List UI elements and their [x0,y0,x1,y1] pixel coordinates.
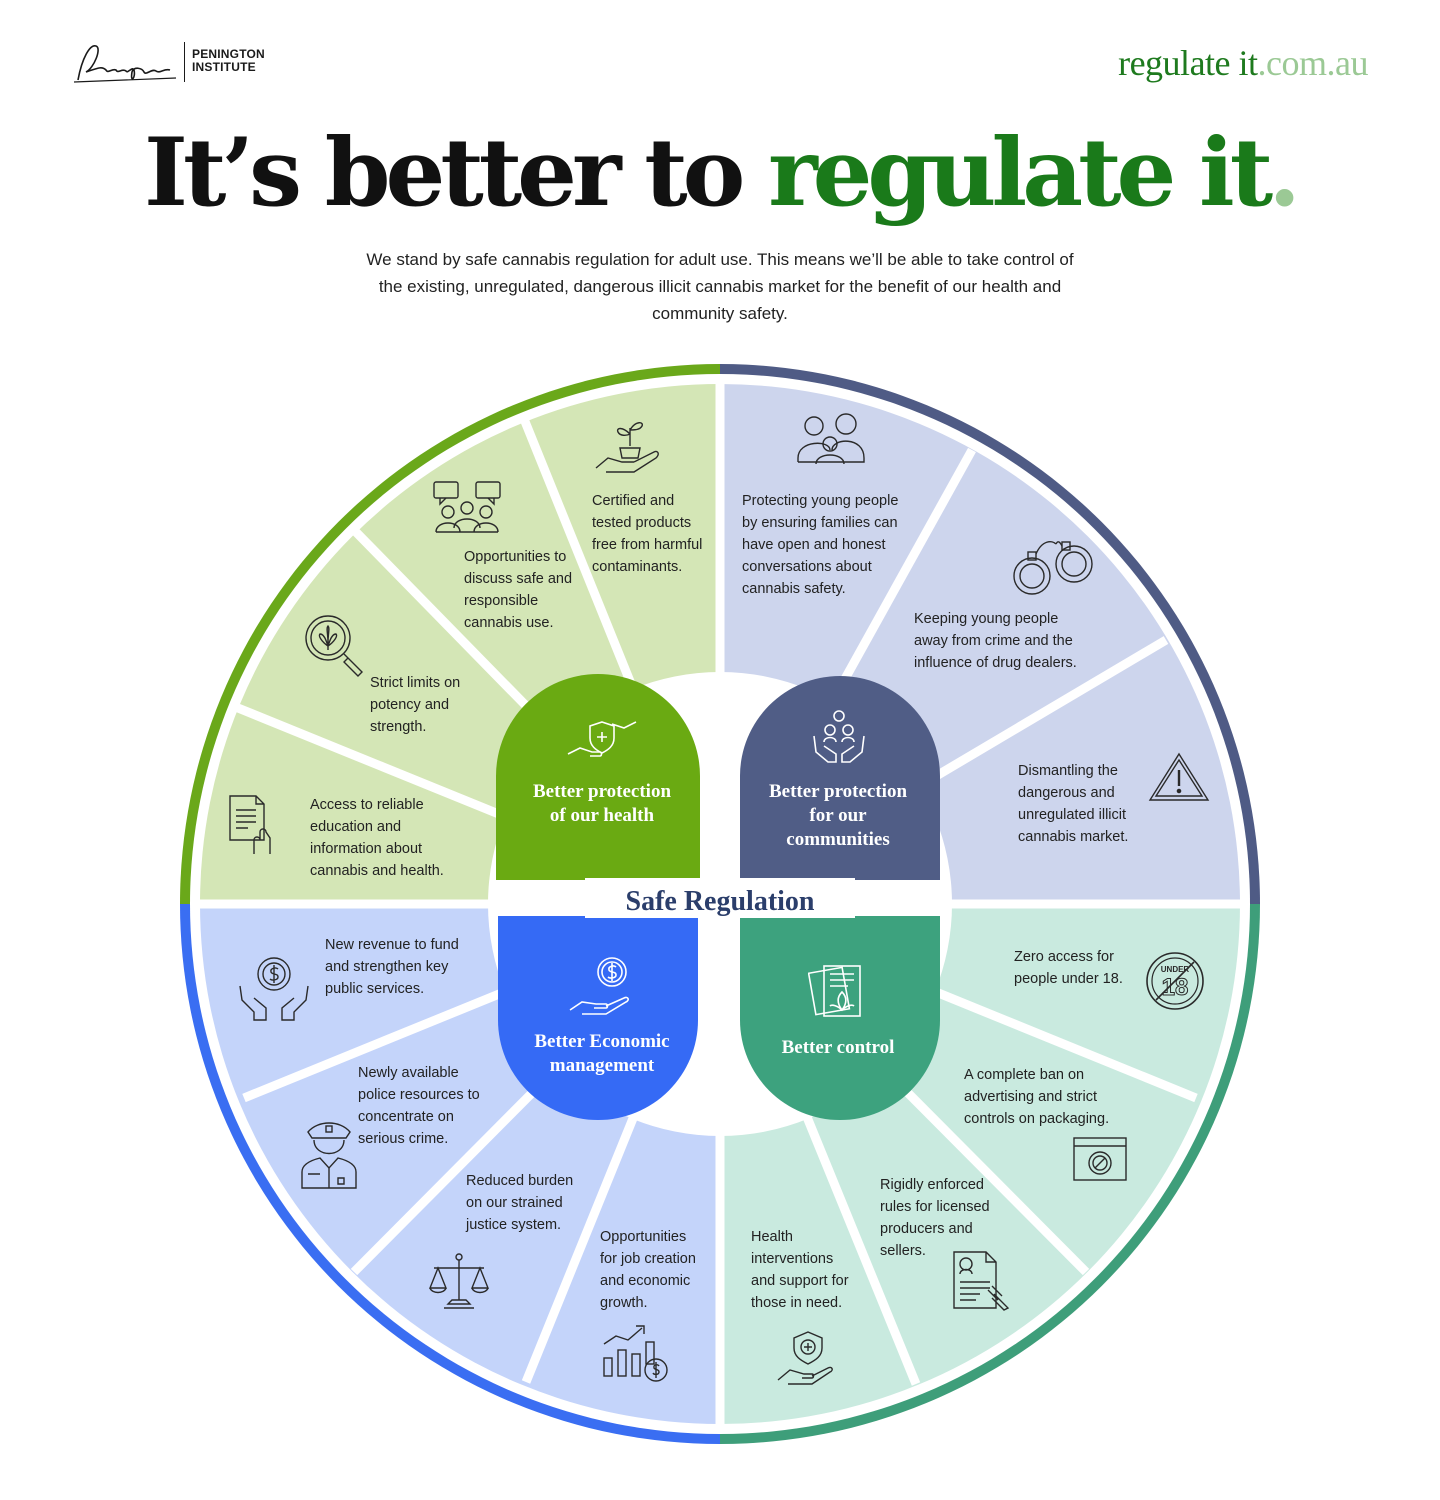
health-shield-hand-icon [777,1331,833,1385]
control-item-4: Health interventions and support for tho… [751,1229,849,1311]
hub-economic [498,916,698,1120]
police-officer-icon [301,1122,357,1189]
community-item-1: Protecting young people by ensuring fami… [742,493,899,597]
intro-paragraph: We stand by safe cannabis regulation for… [366,250,1074,323]
family-icon [797,413,865,465]
center-label: Safe Regulation [625,886,815,917]
community-hands-icon [813,710,865,763]
title-part1: It’s better to [144,118,769,228]
control-item-3: Rigidly enforced rules for licensed prod… [880,1177,990,1259]
control-item-2: A complete ban on advertising and strict… [964,1067,1110,1127]
hub-label-community: Better protection for our communities [768,781,908,850]
health-item-2: Opportunities to discuss safe and respon… [464,549,573,631]
health-item-1: Certified and tested products free from … [592,493,703,575]
group-chat-icon [433,481,501,533]
hub-health [496,674,700,880]
logo-text-line1: PENINGTON [192,47,265,61]
under-18-icon: UNDER 18 [1146,952,1204,1010]
signature-icon [73,45,177,83]
under-18-icon-number: 18 [1162,974,1189,1001]
documents-leaf-icon [808,965,861,1017]
economic-item-2: Newly available police resources to conc… [358,1065,480,1147]
hub-label-control: Better control [781,1037,895,1058]
title-part3: . [1268,118,1301,228]
economic-item-3: Reduced burden on our strained justice s… [466,1173,574,1233]
no-ads-icon [1073,1137,1127,1181]
handshake-shield-icon [567,721,637,757]
logo-text-line2: INSTITUTE [192,60,256,74]
penington-logo[interactable]: PENINGTON INSTITUTE [72,34,292,90]
economic-item-4: Opportunities for job creation and econo… [600,1229,696,1311]
hub-label-health: Better protection of our health [532,781,672,826]
hub-label-economic: Better Economic management [534,1031,670,1076]
magnifier-leaf-icon [305,615,363,677]
growth-chart-icon [603,1325,668,1382]
hub-control [740,916,940,1120]
document-hand-icon [229,795,271,854]
health-item-3: Strict limits on potency and strength. [370,675,461,735]
coin-hands-icon [239,957,309,1021]
site-url-main: regulate it [1118,43,1258,83]
health-item-4: Access to reliable education and informa… [310,797,444,879]
logo-divider [184,42,185,82]
license-gavel-icon [953,1251,1010,1311]
handcuffs-icon [1013,541,1093,595]
site-url-link[interactable]: regulate it.com.au [1118,42,1368,84]
warning-icon [1148,752,1210,801]
community-item-3: Dismantling the dangerous and unregulate… [1018,763,1129,845]
coin-hand-icon [569,957,629,1015]
plant-in-hand-icon [595,422,659,473]
title-part2: regulate it [768,118,1273,228]
economic-item-1: New revenue to fund and strengthen key p… [325,937,459,997]
page-title: It’s better to regulate it. [0,118,1440,228]
hub-community [740,676,940,880]
logo-text: PENINGTON INSTITUTE [192,48,265,74]
control-item-1: Zero access for people under 18. [1014,949,1123,987]
scales-icon [428,1253,490,1309]
site-url-suffix: .com.au [1257,43,1369,83]
community-item-2: Keeping young people away from crime and… [914,611,1077,671]
under-18-icon-label: UNDER [1161,965,1190,974]
